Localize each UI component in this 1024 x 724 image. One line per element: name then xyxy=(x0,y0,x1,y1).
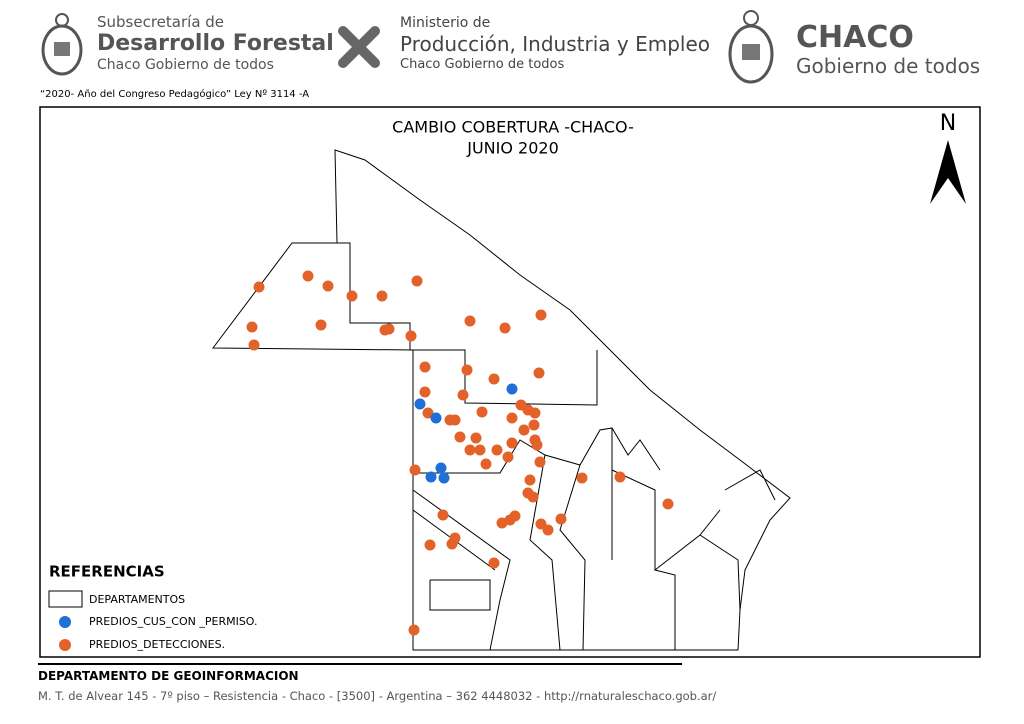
detection-point xyxy=(488,373,500,385)
detection-point xyxy=(662,498,674,510)
detection-point xyxy=(376,290,388,302)
detection-point xyxy=(464,315,476,327)
north-label: N xyxy=(940,111,956,136)
x-logo xyxy=(338,26,380,68)
text: Subsecretaría de xyxy=(97,13,225,31)
detection-point xyxy=(533,367,545,379)
detection-point xyxy=(302,270,314,282)
permit-point xyxy=(435,462,447,474)
org-center: Ministerio de Producción, Industria y Em… xyxy=(400,15,710,72)
permit-point xyxy=(414,398,426,410)
detection-point xyxy=(449,414,461,426)
map-title: CAMBIO COBERTURA -CHACO- xyxy=(392,118,634,137)
detection-point xyxy=(488,557,500,569)
map-frame xyxy=(39,106,981,658)
footer-title: DEPARTAMENTO DE GEOINFORMACION xyxy=(38,669,299,683)
detection-point xyxy=(480,458,492,470)
detection-point xyxy=(614,471,626,483)
permit-point xyxy=(506,383,518,395)
permit-point xyxy=(430,412,442,424)
detection-point xyxy=(411,275,423,287)
detection-point xyxy=(506,412,518,424)
org-right: CHACO Gobierno de todos xyxy=(796,20,981,79)
detection-point xyxy=(383,323,395,335)
detection-point xyxy=(506,437,518,449)
detection-point xyxy=(454,431,466,443)
detection-point xyxy=(476,406,488,418)
detection-point xyxy=(419,386,431,398)
north-arrow xyxy=(930,140,966,204)
detection-point xyxy=(542,524,554,536)
detection-point xyxy=(531,439,543,451)
detection-point xyxy=(499,322,511,334)
text: Producción, Industria y Empleo xyxy=(400,32,710,56)
detection-point xyxy=(322,280,334,292)
departments xyxy=(212,149,791,651)
detection-point xyxy=(409,464,421,476)
legend-title: REFERENCIAS xyxy=(49,563,165,581)
detection-point xyxy=(491,444,503,456)
detection-point xyxy=(509,510,521,522)
detection-point xyxy=(248,339,260,351)
detection-point xyxy=(246,321,258,333)
detection-point xyxy=(474,444,486,456)
detection-point xyxy=(528,419,540,431)
detection-point xyxy=(464,444,476,456)
detection-point xyxy=(424,539,436,551)
legend-label: PREDIOS_DETECCIONES. xyxy=(89,638,225,651)
detection-point xyxy=(457,389,469,401)
text: Chaco Gobierno de todos xyxy=(97,57,274,73)
points xyxy=(246,270,674,636)
emblem xyxy=(728,10,774,84)
detection-point xyxy=(518,424,530,436)
detection-point xyxy=(422,407,434,419)
org-left: Subsecretaría de Desarrollo Forestal Cha… xyxy=(97,13,334,73)
detection-point xyxy=(253,281,265,293)
text: Gobierno de todos xyxy=(796,54,981,78)
footer-address: M. T. de Alvear 145 - 7º piso – Resisten… xyxy=(38,689,717,703)
detection-point xyxy=(535,309,547,321)
map-title: JUNIO 2020 xyxy=(466,139,559,158)
detection-point xyxy=(576,472,588,484)
legend-label: DEPARTAMENTOS xyxy=(89,593,185,606)
permit-point xyxy=(438,472,450,484)
detection-point xyxy=(534,456,546,468)
text: Chaco Gobierno de todos xyxy=(400,57,565,72)
detection-point xyxy=(437,509,449,521)
detection-point xyxy=(502,451,514,463)
detection-point xyxy=(529,407,541,419)
permit-point xyxy=(425,471,437,483)
detection-point xyxy=(405,330,417,342)
text: Desarrollo Forestal xyxy=(97,31,334,56)
detection-point xyxy=(527,491,539,503)
detection-point xyxy=(555,513,567,525)
detection-point xyxy=(419,361,431,373)
text: Ministerio de xyxy=(400,15,491,31)
detection-point xyxy=(315,319,327,331)
legend-swatch xyxy=(48,590,83,608)
detection-point xyxy=(461,364,473,376)
legend-label: PREDIOS_CUS_CON _PERMISO. xyxy=(89,615,258,628)
text: CHACO xyxy=(796,20,914,55)
detection-point xyxy=(346,290,358,302)
legend-swatch xyxy=(59,616,71,628)
detection-point xyxy=(446,538,458,550)
note: “2020- Año del Congreso Pedagógico” Ley … xyxy=(40,89,310,100)
detection-point xyxy=(408,624,420,636)
detection-point xyxy=(524,474,536,486)
legend-swatch xyxy=(59,639,71,651)
detection-point xyxy=(470,432,482,444)
emblem xyxy=(41,13,83,76)
